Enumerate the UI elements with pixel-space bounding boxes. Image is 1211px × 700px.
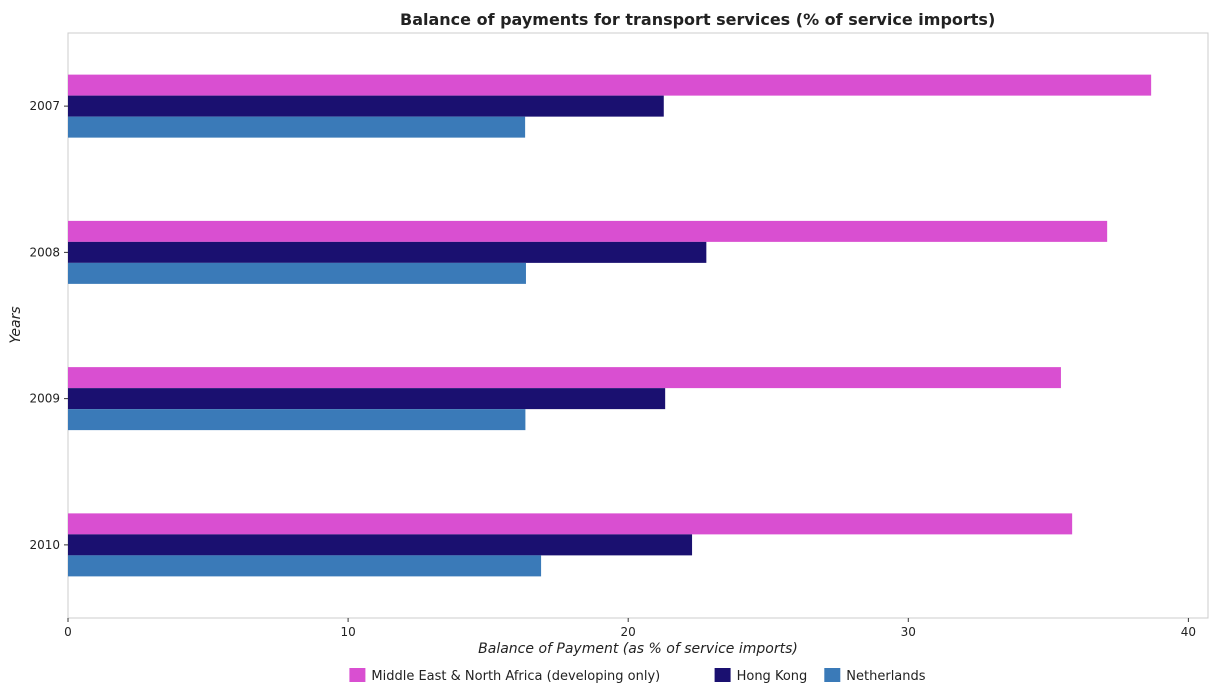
y-tick-label: 2008: [29, 245, 60, 259]
x-axis-ticks: 0 10 20 30 40: [64, 618, 1196, 639]
legend-label-1: Hong Kong: [737, 669, 808, 684]
x-tick-label: 40: [1181, 625, 1196, 639]
y-tick-label: 2007: [29, 99, 60, 113]
bar-2007-series-0: [68, 74, 1152, 96]
bar-2007-series-2: [68, 116, 526, 138]
bar-2008-series-2: [68, 262, 526, 284]
y-tick-label: 2009: [29, 392, 60, 406]
bar-2009-series-0: [68, 367, 1061, 389]
legend: Middle East & North Africa (developing o…: [349, 668, 926, 684]
bar-2008-series-1: [68, 241, 707, 263]
x-tick-label: 20: [621, 625, 636, 639]
y-tick-label: 2010: [29, 538, 60, 552]
y-axis-ticks: 2007 2008 2009 2010: [29, 99, 68, 552]
x-tick-label: 0: [64, 625, 72, 639]
bar-2010-series-0: [68, 513, 1073, 535]
legend-swatch-1: [714, 668, 731, 682]
bars-group: [68, 74, 1152, 577]
bar-2010-series-1: [68, 534, 693, 556]
bar-2009-series-2: [68, 409, 526, 431]
x-tick-label: 30: [901, 625, 916, 639]
bar-2007-series-1: [68, 95, 664, 117]
x-tick-label: 10: [340, 625, 355, 639]
legend-swatch-2: [824, 668, 841, 682]
x-axis-label: Balance of Payment (as % of service impo…: [478, 641, 798, 657]
legend-swatch-0: [349, 668, 366, 682]
bar-2009-series-1: [68, 388, 666, 410]
chart-title: Balance of payments for transport servic…: [400, 10, 995, 29]
bar-2010-series-2: [68, 555, 542, 577]
legend-label-2: Netherlands: [846, 669, 925, 684]
legend-label-0: Middle East & North Africa (developing o…: [371, 669, 660, 684]
y-axis-label: Years: [8, 306, 24, 343]
bar-2008-series-0: [68, 220, 1108, 242]
